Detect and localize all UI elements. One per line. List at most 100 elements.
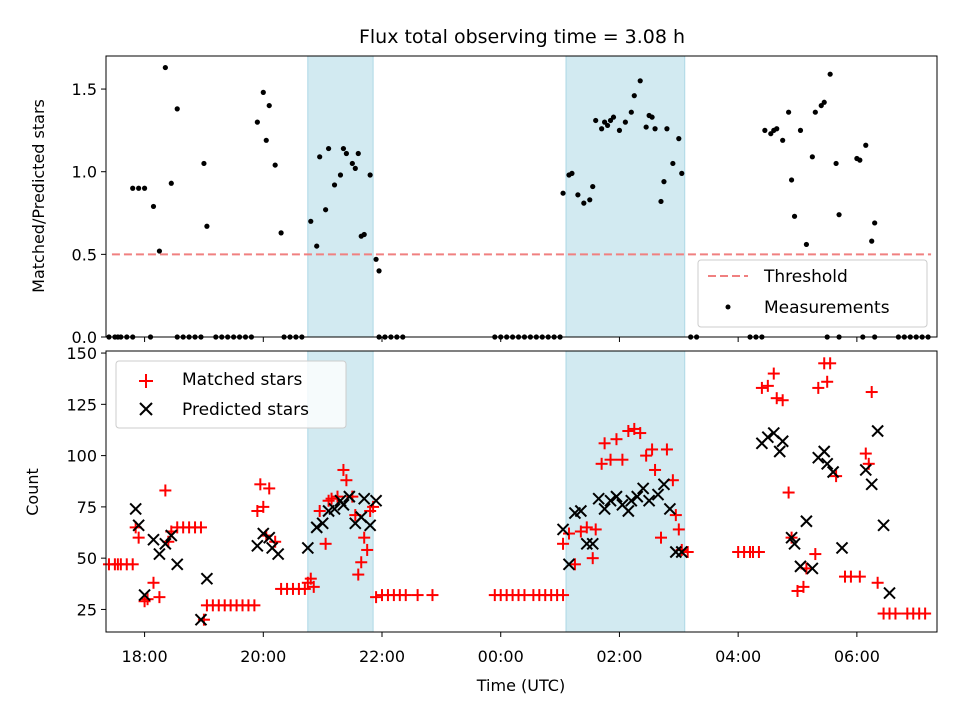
measurement-point [314, 243, 320, 249]
matched-star-point [355, 556, 368, 569]
measurement-point [560, 190, 566, 196]
predicted-star-point [316, 517, 329, 530]
measurement-point [602, 119, 608, 125]
measurement-point [587, 197, 593, 203]
measurement-point [833, 160, 839, 167]
legend-predicted-label: Predicted stars [182, 400, 309, 420]
measurement-point [355, 150, 361, 157]
matched-star-point [313, 504, 326, 517]
measurement-point [272, 162, 278, 168]
bottom-xlabel: Time (UTC) [476, 676, 565, 695]
matched-star-point [812, 381, 825, 394]
matched-star-point [557, 537, 570, 550]
predicted-star-point [165, 529, 178, 542]
matched-star-point [865, 386, 878, 399]
matched-star-point [257, 500, 270, 513]
matched-star-point [776, 394, 789, 407]
measurement-point [575, 192, 581, 198]
measurement-point [679, 170, 685, 176]
measurement-point [818, 102, 824, 109]
predicted-star-point [622, 504, 635, 518]
predicted-star-point [871, 424, 884, 438]
predicted-star-point [159, 537, 172, 551]
measurement-point [317, 154, 323, 160]
shaded-region [565, 350, 686, 633]
predicted-star-point [556, 523, 570, 536]
predicted-star-point [651, 488, 665, 501]
predicted-star-point [785, 531, 798, 544]
measurement-point [676, 136, 682, 142]
y-tick-label: 0.0 [72, 328, 97, 347]
matched-star-point [411, 589, 424, 602]
measurement-point [266, 102, 272, 109]
predicted-star-point [820, 457, 834, 471]
measurement-point [768, 131, 774, 137]
measurement-point [367, 172, 373, 178]
measurement-point [174, 106, 180, 112]
matched-star-point [681, 546, 694, 559]
predicted-star-point [788, 537, 801, 551]
measurement-point [150, 203, 157, 210]
measurement-point [863, 142, 869, 148]
matched-star-point [263, 482, 276, 495]
matched-star-point [370, 591, 383, 604]
legend-measurements-label: Measurements [764, 298, 890, 318]
matched-star-point [598, 437, 611, 450]
y-tick-label: 150 [66, 344, 97, 363]
predicted-star-point [826, 465, 840, 479]
matched-star-point [859, 447, 872, 460]
measurement-point [349, 160, 355, 167]
predicted-star-point [675, 545, 688, 559]
measurement-point [869, 238, 875, 244]
y-tick-label: 100 [66, 447, 97, 466]
predicted-star-point [369, 494, 383, 507]
bottom-ylabel: Count [23, 468, 42, 516]
matched-star-point [654, 531, 667, 544]
measurement-point [670, 160, 676, 167]
predicted-star-point [776, 435, 789, 448]
measurement-point [622, 119, 628, 125]
matched-star-point [853, 570, 866, 583]
bottom-legend: Matched stars Predicted stars [115, 360, 347, 429]
measurement-point [373, 256, 379, 262]
matched-star-point [669, 509, 682, 522]
predicted-star-point [574, 504, 588, 518]
predicted-star-point [631, 490, 644, 503]
measurement-point [836, 212, 842, 218]
measurement-point [308, 218, 314, 224]
matched-star-point [660, 443, 673, 456]
matched-star-point [672, 523, 685, 536]
y-tick-label: 25 [77, 600, 97, 619]
predicted-star-point [877, 519, 890, 532]
shaded-region [565, 55, 686, 338]
measurement-point [786, 109, 792, 115]
predicted-star-point [657, 478, 671, 491]
predicted-star-point [800, 515, 813, 528]
predicted-star-point [865, 478, 878, 491]
matched-star-point [809, 548, 822, 561]
x-tick-label: 20:00 [240, 647, 286, 666]
measurement-point [254, 119, 260, 125]
matched-star-point [821, 375, 834, 388]
x-tick-label: 22:00 [359, 647, 405, 666]
measurement-point [323, 207, 329, 213]
predicted-star-point [761, 430, 775, 444]
matched-star-point [337, 463, 350, 476]
measurement-point [821, 99, 827, 105]
measurement-point [610, 114, 617, 120]
predicted-star-point [337, 498, 350, 512]
measurement-point [631, 93, 637, 99]
measurement-point [136, 185, 142, 191]
matched-star-point [126, 558, 139, 571]
measurement-point [263, 137, 269, 143]
predicted-star-point [598, 502, 611, 516]
matched-star-point [358, 531, 371, 544]
measurement-point [590, 183, 596, 190]
x-tick-label: 02:00 [596, 647, 642, 666]
matched-star-point [640, 449, 653, 462]
measurement-point [791, 213, 798, 219]
matched-star-point [138, 595, 151, 608]
matched-star-point [782, 486, 795, 499]
measurement-point [643, 124, 649, 130]
